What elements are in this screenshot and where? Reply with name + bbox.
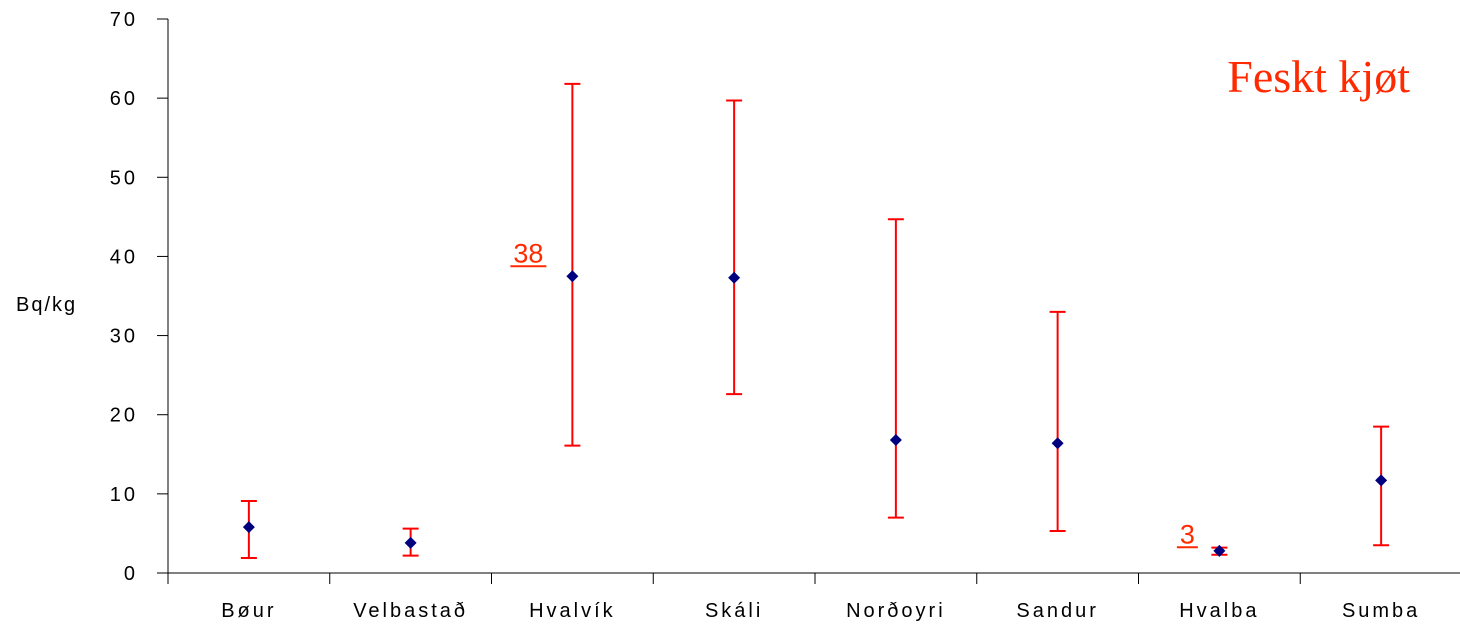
- error-bar: [887, 218, 904, 519]
- data-points: [242, 270, 1388, 557]
- x-tick-label: Norðoyri: [846, 600, 946, 622]
- error-bar: [1049, 310, 1066, 533]
- x-tick-label: Velbastað: [353, 600, 468, 622]
- data-point: [404, 536, 417, 549]
- error-bar: [564, 82, 581, 447]
- y-tick-label: 60: [110, 88, 138, 110]
- x-tick-label: Hvalba: [1179, 600, 1259, 622]
- error-bar: [726, 99, 743, 396]
- data-point: [889, 434, 902, 447]
- x-tick-label: Sumba: [1342, 600, 1420, 622]
- x-axis-ticks: Bøur Velbastað Hvalvík Skáli Norðoyri Sandur H…: [167, 573, 1420, 622]
- error-bars: [240, 82, 1390, 559]
- axes: [167, 19, 1460, 574]
- y-axis-ticks: 0 10 20 30 40 50 60 70: [110, 9, 168, 585]
- y-tick-label: 30: [110, 326, 138, 348]
- y-tick-label: 70: [110, 9, 138, 31]
- annotations: 38 3: [510, 238, 1198, 549]
- data-point: [1375, 474, 1388, 487]
- y-tick-label: 10: [110, 484, 138, 506]
- annotation-label: 3: [1180, 519, 1195, 549]
- x-tick-label: Hvalvík: [529, 600, 616, 622]
- data-point: [242, 521, 255, 534]
- y-tick-label: 20: [110, 405, 138, 427]
- x-tick-label: Skáli: [705, 600, 763, 622]
- y-tick-label: 40: [110, 246, 138, 268]
- y-tick-label: 50: [110, 167, 138, 189]
- y-tick-label: 0: [124, 563, 138, 585]
- data-point: [1051, 437, 1064, 450]
- data-point: [566, 270, 579, 283]
- x-tick-label: Sandur: [1016, 600, 1099, 622]
- chart-title: Feskt kjøt: [1227, 51, 1410, 102]
- y-axis-label: Bq/kg: [16, 294, 77, 316]
- annotation-label: 38: [513, 238, 543, 268]
- data-point: [728, 271, 741, 284]
- x-tick-label: Bøur: [221, 600, 276, 622]
- data-point: [1213, 544, 1226, 557]
